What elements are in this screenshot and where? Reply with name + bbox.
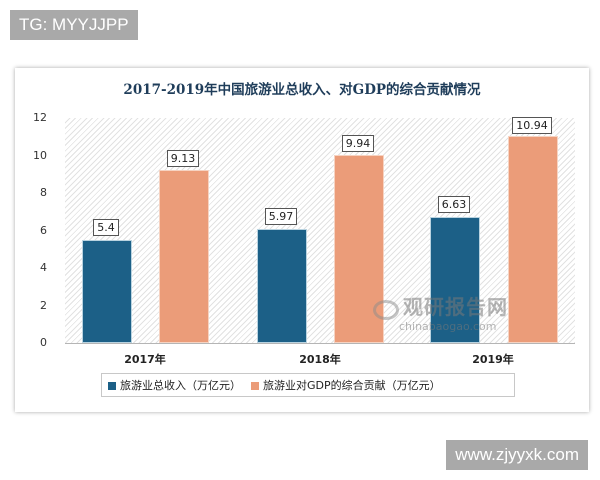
y-tick: 2 bbox=[40, 299, 47, 312]
x-tick-2017: 2017年 bbox=[124, 353, 166, 366]
y-tick: 12 bbox=[33, 111, 47, 124]
chinabaogao-logo-icon bbox=[373, 299, 399, 320]
legend-item-revenue: 旅游业总收入（万亿元） bbox=[108, 377, 241, 393]
y-tick: 4 bbox=[40, 261, 47, 274]
bar-revenue-2019 bbox=[430, 217, 480, 343]
watermark-bottom-right: www.zjyyxk.com bbox=[446, 440, 588, 470]
y-tick: 8 bbox=[40, 186, 47, 199]
y-tick: 0 bbox=[40, 336, 47, 349]
legend-swatch-icon bbox=[251, 382, 259, 390]
chart-title: 2017-2019年中国旅游业总收入、对GDP的综合贡献情况 bbox=[123, 82, 481, 98]
data-label: 10.94 bbox=[508, 114, 556, 134]
chinabaogao-watermark: 观研报告网 chinabaogao.com bbox=[373, 291, 508, 333]
data-label: 5.97 bbox=[257, 205, 305, 225]
bar-gdp-2019 bbox=[508, 136, 558, 343]
data-label: 6.63 bbox=[430, 193, 478, 213]
chart-panel: 2017-2019年中国旅游业总收入、对GDP的综合贡献情况 0 2 4 6 8… bbox=[15, 68, 589, 412]
data-label: 9.94 bbox=[334, 132, 382, 152]
y-tick: 6 bbox=[40, 224, 47, 237]
y-tick: 10 bbox=[33, 149, 47, 162]
x-tick-2018: 2018年 bbox=[299, 353, 341, 366]
bar-gdp-2017 bbox=[159, 170, 209, 343]
x-axis-line bbox=[65, 343, 575, 344]
data-label: 5.4 bbox=[82, 216, 130, 236]
legend-swatch-icon bbox=[108, 382, 116, 390]
x-tick-2019: 2019年 bbox=[472, 353, 514, 366]
plot-area: 5.4 9.13 5.97 9.94 6.63 10.94 bbox=[65, 117, 575, 343]
watermark-top-left: TG: MYYJJPP bbox=[10, 10, 138, 40]
bar-revenue-2018 bbox=[257, 229, 307, 343]
data-label: 9.13 bbox=[159, 147, 207, 167]
bar-revenue-2017 bbox=[82, 240, 132, 343]
legend-item-gdp: 旅游业对GDP的综合贡献（万亿元） bbox=[251, 377, 441, 393]
chart-legend: 旅游业总收入（万亿元） 旅游业对GDP的综合贡献（万亿元） bbox=[101, 373, 515, 397]
